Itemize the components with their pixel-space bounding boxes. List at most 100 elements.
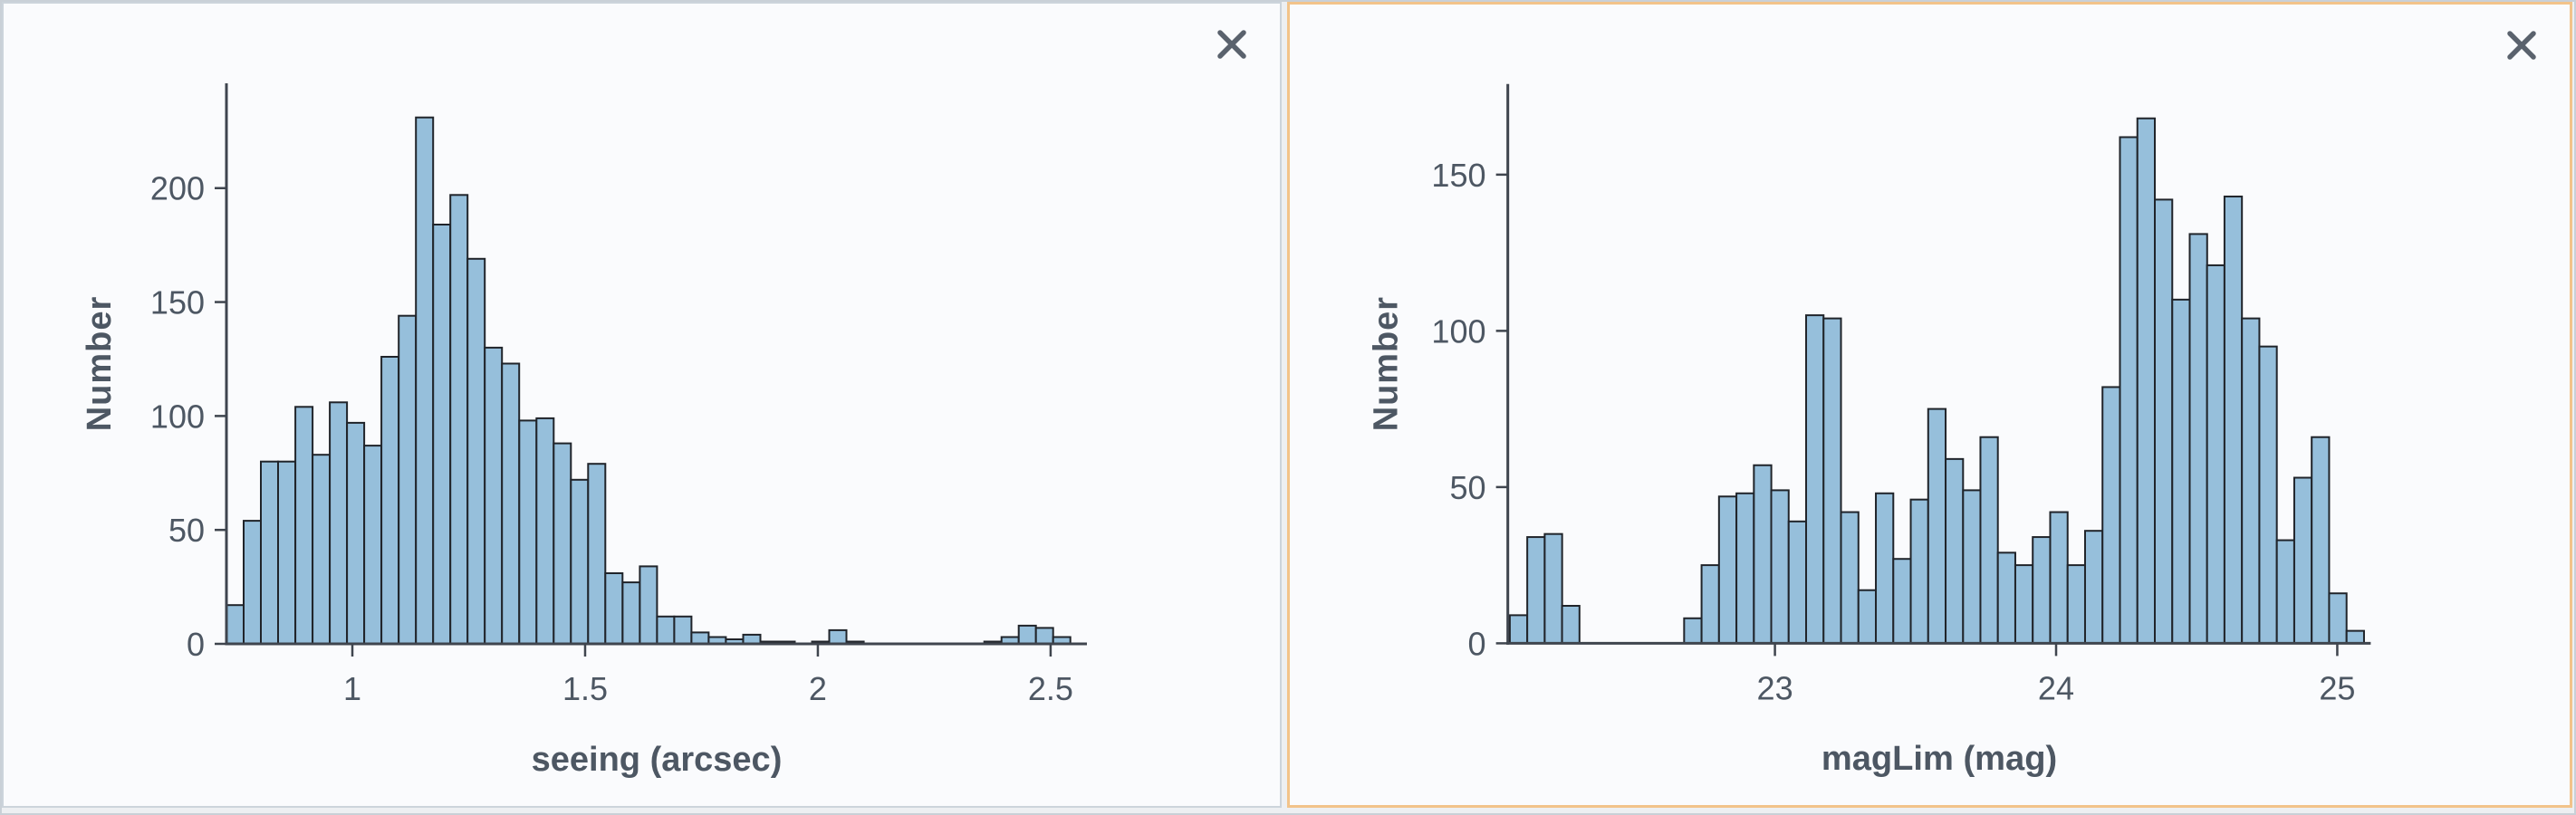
- histogram-bar[interactable]: [432, 224, 452, 645]
- histogram-bar[interactable]: [1979, 436, 1999, 645]
- histogram-bar[interactable]: [2223, 196, 2244, 645]
- histogram-bar[interactable]: [518, 419, 538, 645]
- histogram-bar[interactable]: [1017, 624, 1037, 646]
- histogram-bar[interactable]: [1543, 532, 1563, 645]
- histogram-bar[interactable]: [1034, 627, 1054, 646]
- x-tick-label: 2: [809, 670, 827, 707]
- seeing-histogram-chart[interactable]: 0 50 100 150 200 1 1.5 2 2.5 seeing (arcsec) Numbe…: [4, 4, 1280, 806]
- histogram-bar[interactable]: [243, 520, 262, 645]
- histogram-bar[interactable]: [1735, 492, 1755, 645]
- histogram-bar[interactable]: [2258, 345, 2278, 645]
- histogram-bar[interactable]: [2292, 476, 2313, 645]
- histogram-bar[interactable]: [570, 478, 590, 645]
- y-tick-label: 0: [187, 626, 205, 663]
- histogram-bar[interactable]: [621, 581, 641, 645]
- histogram-bar[interactable]: [1770, 489, 1790, 645]
- histogram-bar[interactable]: [1753, 464, 1773, 645]
- histogram-bar[interactable]: [2275, 539, 2295, 645]
- histogram-bar[interactable]: [2328, 592, 2348, 645]
- histogram-bar[interactable]: [1805, 314, 1825, 645]
- histogram-bar[interactable]: [329, 401, 349, 645]
- histogram-bar[interactable]: [415, 116, 435, 645]
- histogram-bar[interactable]: [1945, 457, 1965, 645]
- histogram-bar[interactable]: [1909, 498, 1929, 645]
- histogram-bar[interactable]: [449, 194, 469, 646]
- histogram-bar[interactable]: [2311, 436, 2331, 645]
- histogram-bar[interactable]: [828, 628, 848, 646]
- y-tick-label: 150: [150, 284, 205, 321]
- histogram-bar[interactable]: [639, 565, 658, 646]
- histogram-bar[interactable]: [346, 421, 366, 645]
- histogram-bar[interactable]: [2188, 233, 2208, 645]
- y-axis-title: Number: [1367, 296, 1405, 431]
- close-icon: [2507, 31, 2536, 60]
- histogram-bar[interactable]: [2032, 536, 2052, 645]
- histogram-bar[interactable]: [260, 460, 279, 646]
- histogram-bar[interactable]: [1700, 564, 1720, 645]
- histogram-bar[interactable]: [2136, 117, 2157, 645]
- histogram-bar[interactable]: [484, 346, 504, 645]
- y-tick-label: 100: [150, 398, 205, 435]
- x-tick-label: 25: [2319, 669, 2355, 706]
- x-axis-title: magLim (mag): [1821, 740, 2057, 778]
- histogram-bar[interactable]: [2171, 298, 2191, 645]
- histogram-bar[interactable]: [587, 463, 607, 646]
- x-tick-label: 24: [2038, 669, 2074, 706]
- histogram-bar[interactable]: [1561, 605, 1581, 645]
- y-tick-label: 50: [168, 512, 205, 549]
- x-tick-label: 1.5: [562, 670, 608, 707]
- histogram-bar[interactable]: [535, 417, 555, 645]
- histogram-bar[interactable]: [656, 615, 676, 645]
- histogram-bar[interactable]: [226, 604, 245, 646]
- maglim-histogram-chart[interactable]: 0 50 100 150 23 24 25 magLim (mag) Number: [1290, 5, 2570, 805]
- histogram-bar[interactable]: [1822, 317, 1842, 645]
- histogram-bar[interactable]: [398, 314, 418, 645]
- histogram-bar[interactable]: [2014, 564, 2034, 645]
- y-tick-label: 0: [1468, 625, 1486, 662]
- histogram-bar[interactable]: [690, 631, 710, 646]
- histogram-bar[interactable]: [2083, 530, 2104, 645]
- histogram-bar[interactable]: [2049, 511, 2069, 645]
- histogram-bar[interactable]: [1787, 520, 1808, 645]
- histogram-bar[interactable]: [501, 362, 521, 645]
- histogram-bar[interactable]: [312, 454, 332, 646]
- x-tick-label: 1: [343, 670, 361, 707]
- histogram-bar[interactable]: [604, 572, 624, 645]
- histogram-bar[interactable]: [2241, 317, 2261, 645]
- histogram-bar[interactable]: [1892, 558, 1912, 645]
- histogram-bar[interactable]: [380, 356, 400, 645]
- histogram-bar[interactable]: [2345, 629, 2365, 645]
- histogram-bar[interactable]: [2119, 136, 2139, 645]
- x-axis-title: seeing (arcsec): [532, 741, 783, 779]
- histogram-bar[interactable]: [553, 442, 572, 645]
- histogram-bar[interactable]: [1857, 589, 1878, 645]
- histogram-bar[interactable]: [363, 445, 383, 645]
- x-tick-label: 2.5: [1028, 670, 1073, 707]
- histogram-bar[interactable]: [2101, 386, 2121, 645]
- histogram-bar[interactable]: [1526, 536, 1546, 645]
- close-button[interactable]: [2503, 26, 2541, 64]
- close-button[interactable]: [1213, 25, 1251, 63]
- histogram-bar[interactable]: [1962, 489, 1982, 645]
- y-tick-label: 150: [1431, 157, 1485, 194]
- histogram-bar[interactable]: [742, 633, 762, 646]
- histogram-bar[interactable]: [1996, 551, 2016, 645]
- histogram-bar[interactable]: [1927, 408, 1947, 645]
- histogram-bar[interactable]: [2154, 198, 2174, 645]
- histogram-bar[interactable]: [1508, 614, 1529, 645]
- x-tick-label: 23: [1757, 669, 1793, 706]
- histogram-bar[interactable]: [1683, 617, 1703, 645]
- histogram-bar[interactable]: [1840, 511, 1860, 645]
- seeing-histogram-panel: 0 50 100 150 200 1 1.5 2 2.5 seeing (arcsec) Numbe…: [2, 2, 1282, 808]
- histogram-bar[interactable]: [466, 257, 486, 645]
- histogram-bar[interactable]: [1875, 492, 1895, 645]
- histogram-bar[interactable]: [277, 460, 296, 646]
- histogram-bar[interactable]: [673, 615, 693, 645]
- y-tick-label: 200: [150, 170, 205, 207]
- histogram-bar[interactable]: [294, 406, 314, 645]
- histogram-bar[interactable]: [1717, 495, 1738, 645]
- close-icon: [1217, 30, 1246, 59]
- histogram-bar[interactable]: [2206, 264, 2225, 645]
- histogram-bar[interactable]: [2066, 564, 2086, 645]
